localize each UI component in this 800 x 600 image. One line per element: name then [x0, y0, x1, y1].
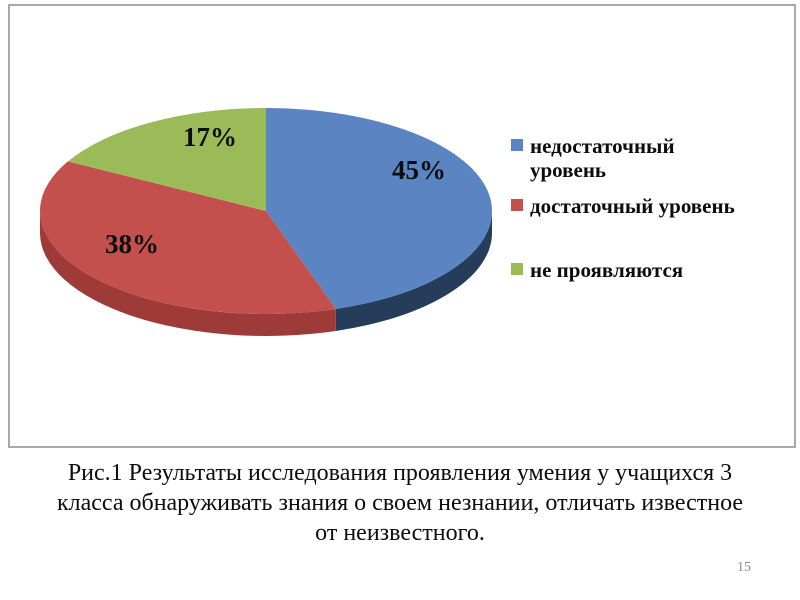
pie-slice-side-1 — [40, 211, 336, 337]
slice-label-1: 38% — [105, 229, 159, 259]
slice-label-2: 17% — [183, 122, 237, 152]
pie-chart-svg: 45% 38% 17% — [39, 108, 493, 337]
pie-slice-0 — [266, 108, 493, 309]
caption-line: класса обнаруживать знания о своем незна… — [56, 490, 744, 516]
caption-line: от неизвестного. — [315, 520, 485, 546]
figure-caption: Рис.1 Результаты исследования проявления… — [10, 458, 790, 548]
pie-slice-1 — [39, 161, 336, 315]
pie-slice-2 — [67, 108, 266, 211]
chart-panel: 45% 38% 17% недостаточный уровень достаточ… — [8, 4, 796, 448]
pie-slice-side-0 — [335, 211, 492, 331]
slice-label-0: 45% — [392, 155, 446, 185]
page-number: 15 — [737, 560, 751, 575]
caption-line: Рис.1 Результаты исследования проявления… — [67, 460, 733, 486]
